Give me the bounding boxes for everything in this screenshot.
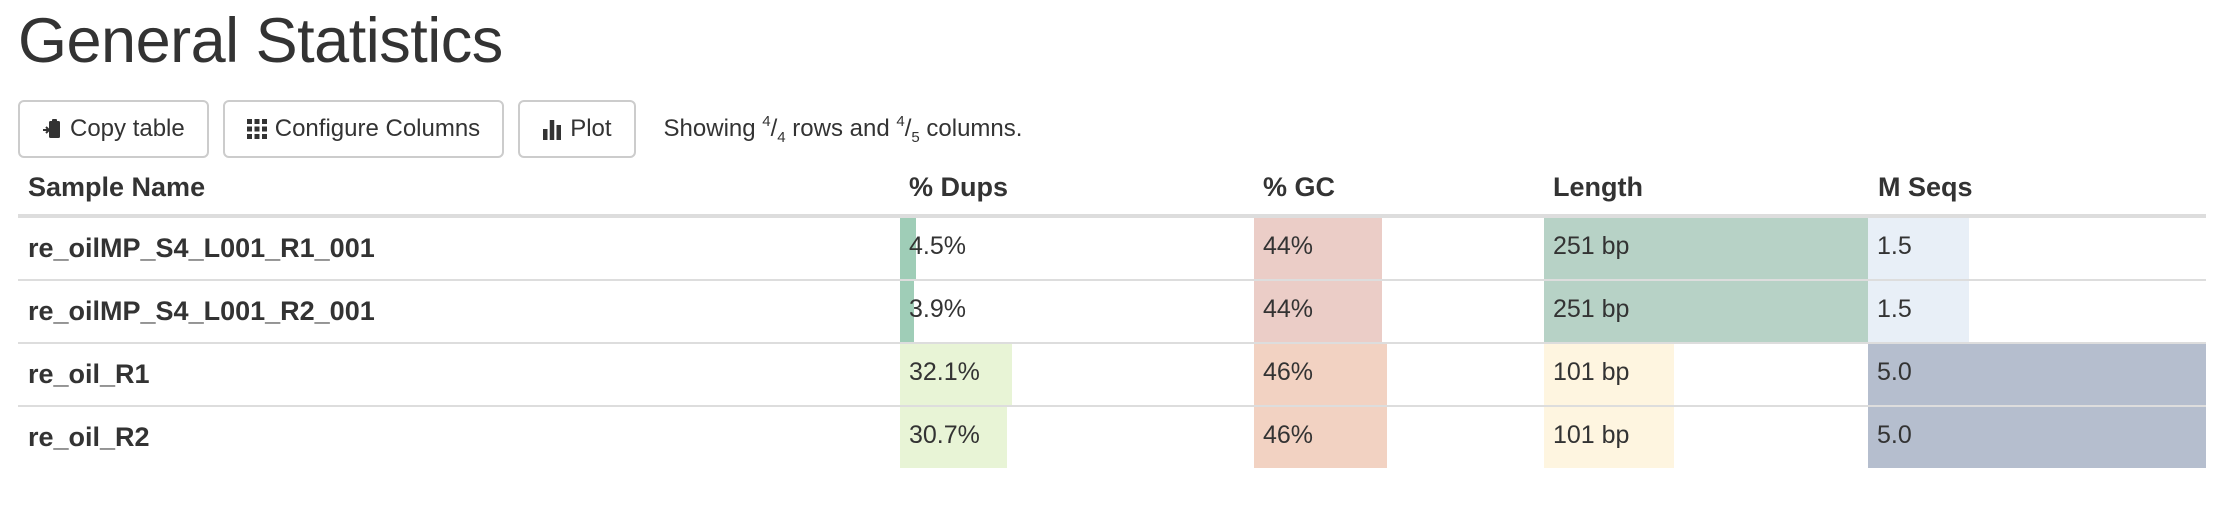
configure-columns-label: Configure Columns <box>274 115 481 142</box>
table-row: re_oilMP_S4_L001_R1_001 4.5% 44% 251 bp 1.5 <box>18 218 2206 281</box>
table-row: re_oil_R2 30.7% 46% 101 bp 5.0 <box>18 407 2206 468</box>
gc-value: 46% <box>1263 421 1314 449</box>
mseqs-cell: 1.5 <box>1868 218 2206 279</box>
plot-button[interactable]: Plot <box>518 100 636 158</box>
copy-table-label: Copy table <box>70 115 185 142</box>
gc-cell: 44% <box>1254 218 1544 279</box>
dups-bar <box>900 281 914 342</box>
length-value: 251 bp <box>1553 295 1630 323</box>
mseqs-value: 5.0 <box>1877 358 1912 386</box>
table-header: Sample Name % Dups % GC Length M Seqs <box>18 158 2206 218</box>
gc-cell: 44% <box>1254 281 1544 342</box>
length-cell: 101 bp <box>1544 344 1868 405</box>
col-header-mseqs[interactable]: M Seqs <box>1878 172 1973 202</box>
length-value: 251 bp <box>1553 232 1630 260</box>
dups-value: 3.9% <box>909 295 966 323</box>
grid-icon <box>246 119 267 139</box>
clipboard-icon <box>42 118 62 140</box>
mseqs-bar <box>1868 218 1970 279</box>
table-body: re_oilMP_S4_L001_R1_001 4.5% 44% 251 bp 1.5 r… <box>18 218 2206 468</box>
gc-value: 46% <box>1263 358 1314 386</box>
showing-summary: Showing 4/4 rows and 4/5 columns. <box>663 112 1023 146</box>
mseqs-value: 1.5 <box>1877 232 1912 260</box>
configure-columns-button[interactable]: Configure Columns <box>222 100 505 158</box>
mseqs-bar <box>1868 407 2206 468</box>
length-value: 101 bp <box>1553 421 1630 449</box>
gc-cell: 46% <box>1254 407 1544 468</box>
mseqs-bar <box>1868 344 2206 405</box>
gc-cell: 46% <box>1254 344 1544 405</box>
col-header-length[interactable]: Length <box>1553 172 1643 202</box>
mseqs-value: 5.0 <box>1877 421 1912 449</box>
col-header-gc[interactable]: % GC <box>1263 172 1336 202</box>
page-title: General Statistics <box>18 6 503 76</box>
copy-table-button[interactable]: Copy table <box>18 100 209 158</box>
table-row: re_oilMP_S4_L001_R2_001 3.9% 44% 251 bp 1.5 <box>18 281 2206 344</box>
mseqs-cell: 1.5 <box>1868 281 2206 342</box>
gc-bar <box>1254 407 1388 468</box>
bar-chart-icon <box>542 118 562 140</box>
gc-bar <box>1254 218 1382 279</box>
table-row: re_oil_R1 32.1% 46% 101 bp 5.0 <box>18 344 2206 407</box>
length-cell: 101 bp <box>1544 407 1868 468</box>
sample-name-cell: re_oilMP_S4_L001_R1_001 <box>28 233 375 263</box>
gc-value: 44% <box>1263 295 1314 323</box>
length-bar <box>1544 218 1868 279</box>
mseqs-value: 1.5 <box>1877 295 1912 323</box>
sample-name-cell: re_oil_R2 <box>28 422 150 452</box>
length-cell: 251 bp <box>1544 281 1868 342</box>
dups-value: 4.5% <box>909 232 966 260</box>
dups-value: 32.1% <box>909 358 980 386</box>
length-bar <box>1544 281 1868 342</box>
dups-value: 30.7% <box>909 421 980 449</box>
dups-cell: 3.9% <box>900 281 1248 342</box>
gc-bar <box>1254 344 1388 405</box>
general-stats-table: Sample Name % Dups % GC Length M Seqs re… <box>18 158 2206 468</box>
sample-name-cell: re_oil_R1 <box>28 359 150 389</box>
length-bar <box>1544 407 1675 468</box>
dups-bar <box>900 407 1007 468</box>
dups-cell: 4.5% <box>900 218 1248 279</box>
gc-value: 44% <box>1263 232 1314 260</box>
mseqs-cell: 5.0 <box>1868 344 2206 405</box>
length-value: 101 bp <box>1553 358 1630 386</box>
dups-cell: 30.7% <box>900 407 1248 468</box>
mseqs-cell: 5.0 <box>1868 407 2206 468</box>
dups-cell: 32.1% <box>900 344 1248 405</box>
dups-bar <box>900 344 1012 405</box>
length-cell: 251 bp <box>1544 218 1868 279</box>
col-header-dups[interactable]: % Dups <box>909 172 1009 202</box>
length-bar <box>1544 344 1675 405</box>
col-header-sample-name[interactable]: Sample Name <box>28 172 206 202</box>
sample-name-cell: re_oilMP_S4_L001_R2_001 <box>28 296 375 326</box>
table-toolbar: Copy table Configure Columns <box>18 99 1022 159</box>
plot-label: Plot <box>570 115 612 142</box>
mseqs-bar <box>1868 281 1970 342</box>
gc-bar <box>1254 281 1382 342</box>
dups-bar <box>900 218 916 279</box>
